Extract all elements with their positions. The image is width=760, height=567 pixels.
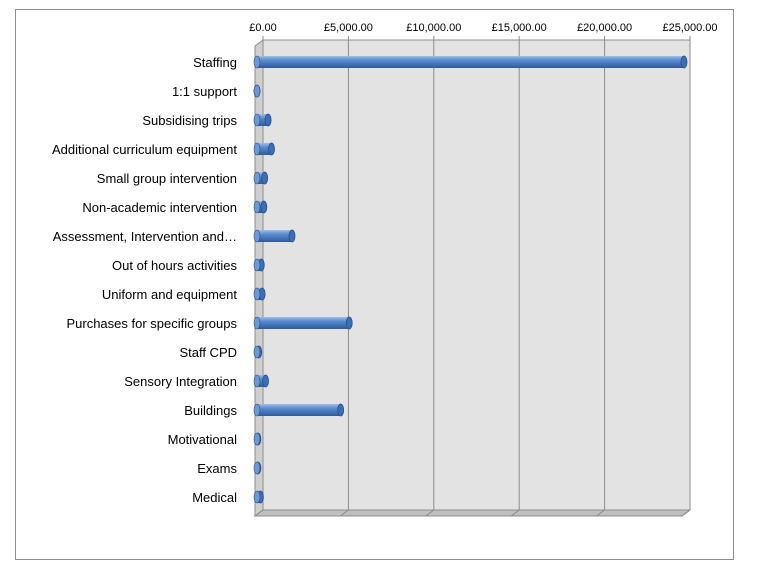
bar-start-cap bbox=[253, 316, 261, 330]
bar bbox=[253, 258, 265, 272]
bar bbox=[253, 316, 353, 330]
bar-start-cap bbox=[253, 113, 261, 127]
bar bbox=[253, 287, 266, 301]
grid-line-floor bbox=[340, 509, 349, 517]
grid-line-floor bbox=[681, 509, 691, 517]
bar bbox=[253, 461, 262, 475]
bar bbox=[253, 55, 688, 69]
bar-start-cap bbox=[253, 229, 261, 243]
bar bbox=[253, 171, 269, 185]
category-label: Non-academic intervention bbox=[82, 200, 237, 215]
bar-end-cap bbox=[264, 113, 272, 127]
bar-end-cap bbox=[260, 200, 268, 214]
category-labels: Staffing 1:1 support Subsidising trips Addi… bbox=[52, 55, 237, 505]
x-tick-label: £0.00 bbox=[249, 22, 277, 34]
category-label: Out of hours activities bbox=[112, 258, 237, 273]
category-label: Buildings bbox=[184, 403, 237, 418]
bar bbox=[253, 229, 296, 243]
bar-end-cap bbox=[345, 316, 353, 330]
bar-start-cap bbox=[253, 55, 261, 69]
bar-body bbox=[257, 375, 266, 387]
plot-area bbox=[253, 39, 692, 517]
bar-end-cap bbox=[262, 374, 269, 388]
x-tick-label: £20,000.00 bbox=[577, 22, 632, 34]
category-label: Exams bbox=[197, 461, 237, 476]
bar-start-cap bbox=[253, 432, 261, 446]
category-label: Purchases for specific groups bbox=[66, 316, 237, 331]
bar-start-cap bbox=[253, 171, 261, 185]
bar-body bbox=[257, 317, 350, 329]
bar bbox=[253, 432, 262, 446]
category-label: Small group intervention bbox=[97, 171, 237, 186]
bar-start-cap bbox=[253, 345, 261, 359]
bar-body bbox=[257, 114, 269, 126]
grid-line-floor bbox=[425, 509, 435, 517]
category-label: Additional curriculum equipment bbox=[52, 142, 237, 157]
category-label: Uniform and equipment bbox=[102, 287, 238, 302]
category-label: Assessment, Intervention and… bbox=[53, 229, 237, 244]
bar-end-cap bbox=[261, 171, 269, 185]
category-label: 1:1 support bbox=[172, 84, 237, 99]
category-label: Motivational bbox=[168, 432, 237, 447]
bar-body bbox=[257, 56, 684, 68]
grid-line-floor bbox=[254, 509, 264, 517]
grid-line-floor bbox=[510, 509, 520, 517]
bar-body bbox=[257, 172, 265, 184]
bar-start-cap bbox=[253, 461, 261, 475]
bar-body bbox=[257, 230, 293, 242]
category-label: Sensory Integration bbox=[124, 374, 237, 389]
bar bbox=[253, 84, 261, 98]
category-label: Subsidising trips bbox=[142, 113, 237, 128]
bar-start-cap bbox=[253, 287, 261, 301]
bar-start-cap bbox=[253, 142, 261, 156]
bar-end-cap bbox=[337, 403, 345, 417]
x-tick-label: £25,000.00 bbox=[662, 22, 717, 34]
x-tick-label: £5,000.00 bbox=[324, 22, 373, 34]
x-tick-label: £15,000.00 bbox=[492, 22, 547, 34]
bar-body bbox=[257, 143, 272, 155]
floor bbox=[253, 509, 692, 517]
x-axis-ticks: £0.00 £5,000.00 £10,000.00 £15,000.00 £20,00… bbox=[249, 22, 718, 40]
bar bbox=[253, 345, 263, 359]
bars bbox=[253, 55, 688, 504]
bar-start-cap bbox=[253, 84, 261, 98]
bar bbox=[253, 490, 264, 504]
bar-start-cap bbox=[253, 200, 261, 214]
bar bbox=[253, 113, 272, 127]
bar-start-cap bbox=[253, 258, 261, 272]
bar-body bbox=[257, 201, 264, 213]
bar-end-cap bbox=[680, 55, 688, 69]
bar-start-cap bbox=[253, 374, 261, 388]
bar-start-cap bbox=[253, 490, 261, 504]
grid-line-floor bbox=[596, 509, 605, 517]
bar bbox=[253, 374, 269, 388]
category-label: Staffing bbox=[193, 55, 237, 70]
bar-end-cap bbox=[268, 142, 275, 156]
x-tick-label: £10,000.00 bbox=[406, 22, 461, 34]
bar bbox=[253, 200, 268, 214]
bar-body bbox=[257, 404, 341, 416]
category-label: Medical bbox=[192, 490, 237, 505]
bar-end-cap bbox=[288, 229, 296, 243]
bar bbox=[253, 142, 275, 156]
grid-lines bbox=[254, 40, 691, 517]
bar-start-cap bbox=[253, 403, 261, 417]
back-wall bbox=[262, 39, 691, 511]
category-label: Staff CPD bbox=[179, 345, 237, 360]
bar bbox=[253, 403, 345, 417]
